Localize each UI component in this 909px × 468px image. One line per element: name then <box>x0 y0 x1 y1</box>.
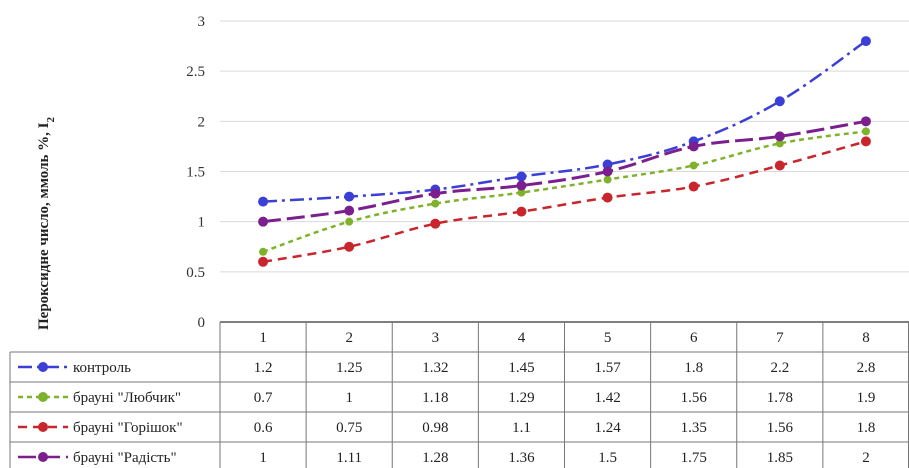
data-label: 0.6 <box>254 420 273 436</box>
data-point <box>430 188 441 199</box>
data-label: 2.2 <box>770 360 789 376</box>
data-point <box>860 36 871 47</box>
data-point <box>516 171 527 182</box>
data-point <box>516 180 527 191</box>
data-point <box>258 256 269 267</box>
data-label: 1.36 <box>508 450 535 466</box>
data-point <box>344 205 355 216</box>
data-label: 1.75 <box>681 450 707 466</box>
y-axis-ticks: 0 0.5 1 1.5 2 2.5 3 <box>186 14 205 331</box>
data-point <box>344 191 355 202</box>
legend-entry: брауні "Любчик" <box>73 390 181 406</box>
legend-key-marker <box>38 452 48 462</box>
y-tick-label: 1 <box>198 215 206 231</box>
data-point <box>258 216 269 227</box>
x-tick-label: 3 <box>432 330 440 346</box>
data-label: 1.18 <box>422 390 448 406</box>
data-label: 0.98 <box>422 420 448 436</box>
y-axis-label: Пероксидне число, ммоль %, I2 <box>36 116 57 330</box>
data-label: 1.28 <box>422 450 448 466</box>
data-label: 1.56 <box>681 390 708 406</box>
data-point <box>602 166 613 177</box>
data-point <box>775 139 784 148</box>
data-label: 1 <box>259 450 267 466</box>
data-point <box>774 96 785 107</box>
data-point <box>603 175 612 184</box>
x-tick-label: 4 <box>518 330 526 346</box>
legend-key-marker <box>38 422 48 432</box>
x-tick-label: 6 <box>690 330 698 346</box>
data-point <box>258 196 269 207</box>
data-point <box>602 159 613 170</box>
x-tick-label: 2 <box>345 330 353 346</box>
y-tick-label: 2 <box>198 114 206 130</box>
data-label: 1.42 <box>594 390 620 406</box>
data-label: 1.1 <box>512 420 531 436</box>
y-tick-label: 0.5 <box>186 265 205 281</box>
legend-entry: брауні "Радість" <box>73 450 177 466</box>
x-tick-label: 7 <box>776 330 784 346</box>
data-point <box>688 181 699 192</box>
y-axis-label-main: Пероксидне число, ммоль %, I <box>36 122 52 330</box>
data-label: 1.32 <box>422 360 448 376</box>
data-label: 2.8 <box>857 360 876 376</box>
data-point <box>602 192 613 203</box>
data-label: 1.29 <box>508 390 534 406</box>
y-tick-label: 0 <box>198 315 206 331</box>
data-point <box>774 131 785 142</box>
data-point <box>860 136 871 147</box>
data-point <box>431 199 440 208</box>
data-label: 0.7 <box>254 390 273 406</box>
data-label: 1.11 <box>336 450 362 466</box>
series-line <box>262 119 867 224</box>
legend-key-marker <box>38 362 48 372</box>
data-point <box>860 116 871 127</box>
y-tick-label: 3 <box>198 14 206 30</box>
data-label: 1.45 <box>508 360 534 376</box>
data-label: 1.85 <box>767 450 793 466</box>
x-tick-label: 5 <box>604 330 612 346</box>
data-point <box>774 160 785 171</box>
data-label: 1.5 <box>598 450 617 466</box>
series-line <box>262 130 867 253</box>
data-label: 1.8 <box>684 360 703 376</box>
legend-key-marker <box>38 392 48 402</box>
data-label: 1.8 <box>857 420 876 436</box>
data-point <box>344 241 355 252</box>
gridlines <box>220 20 909 273</box>
data-point <box>517 188 526 197</box>
data-label: 1.35 <box>681 420 707 436</box>
data-label: 2 <box>862 450 870 466</box>
data-point <box>259 247 268 256</box>
data-point <box>689 161 698 170</box>
series-line <box>262 40 867 203</box>
data-label: 1.24 <box>594 420 621 436</box>
data-label: 1.2 <box>254 360 273 376</box>
data-label: 1.25 <box>336 360 362 376</box>
data-label: 0.75 <box>336 420 362 436</box>
data-point <box>516 206 527 217</box>
data-label: 1.9 <box>857 390 876 406</box>
legend-entry: контроль <box>73 360 131 376</box>
data-label: 1 <box>345 390 353 406</box>
y-axis-label-subscript: 2 <box>45 116 57 122</box>
data-point <box>345 217 354 226</box>
x-tick-label: 8 <box>862 330 870 346</box>
series-line <box>262 140 867 264</box>
data-label: 1.78 <box>767 390 793 406</box>
y-tick-label: 2.5 <box>186 64 205 80</box>
x-tick-label: 1 <box>259 330 267 346</box>
data-point <box>861 127 870 136</box>
series-lines <box>258 36 871 267</box>
data-label: 1.57 <box>594 360 621 376</box>
data-point <box>430 218 441 229</box>
legend-entry: брауні "Горішок" <box>73 420 183 436</box>
data-point <box>688 141 699 152</box>
data-table: 1 2 3 4 5 6 7 8 контроль 1.2 1.25 1.32 1.45 1.57 1.8 2.… <box>9 321 909 468</box>
y-tick-label: 1.5 <box>186 165 205 181</box>
data-label: 1.56 <box>767 420 794 436</box>
